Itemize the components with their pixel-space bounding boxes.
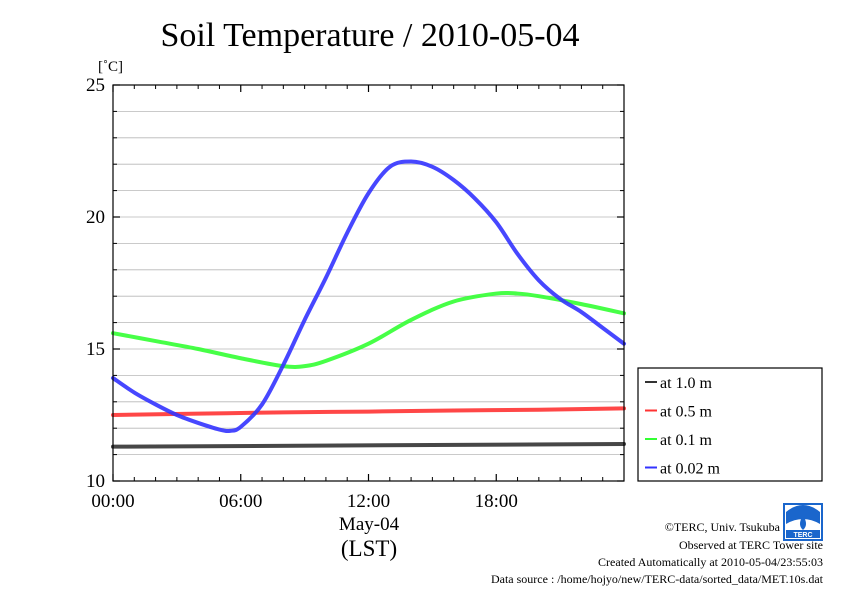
- date-label: May-04: [339, 514, 400, 535]
- x-tick-label: 12:00: [347, 491, 390, 512]
- logo-text: TERC: [793, 532, 812, 539]
- y-tick-label: 25: [86, 75, 105, 96]
- terc-logo: TERC: [783, 503, 823, 541]
- x-axis: 00:00 06:00 12:00 18:00: [91, 85, 604, 512]
- legend-label-0: at 1.0 m: [660, 375, 713, 392]
- y-tick-label: 15: [86, 339, 105, 360]
- y-axis-unit-label: [˚C]: [98, 59, 123, 75]
- series-line-1: [111, 406, 626, 417]
- logo-wave-icon: [786, 505, 820, 524]
- series-line-3: [111, 159, 626, 434]
- y-axis: 10 15 20 25: [86, 75, 624, 492]
- x-axis-label: (LST): [341, 536, 397, 561]
- logo-band: [786, 530, 820, 538]
- legend: at 1.0 m at 0.5 m at 0.1 m at 0.02 m: [637, 367, 823, 482]
- series-lines: [111, 159, 626, 449]
- logo-drop-icon: [800, 515, 806, 530]
- legend-label-1: at 0.5 m: [660, 404, 713, 421]
- y-tick-label: 10: [86, 471, 105, 492]
- copyright-text: ©TERC, Univ. Tsukuba: [665, 520, 781, 534]
- y-tick-label: 20: [86, 207, 105, 228]
- data-source-text: Data source : /home/hojyo/new/TERC-data/…: [491, 572, 824, 586]
- series-line-2: [111, 290, 626, 369]
- grid-lines: [113, 111, 624, 456]
- series-line-0: [111, 442, 626, 449]
- created-text: Created Automatically at 2010-05-04/23:5…: [598, 555, 823, 569]
- legend-label-3: at 0.02 m: [660, 461, 721, 478]
- legend-box: [637, 367, 823, 482]
- legend-label-2: at 0.1 m: [660, 432, 713, 449]
- x-tick-label: 18:00: [475, 491, 518, 512]
- x-tick-label: 06:00: [219, 491, 262, 512]
- chart-title: Soil Temperature / 2010-05-04: [160, 17, 579, 54]
- observed-text: Observed at TERC Tower site: [679, 538, 823, 552]
- x-tick-label: 00:00: [91, 491, 134, 512]
